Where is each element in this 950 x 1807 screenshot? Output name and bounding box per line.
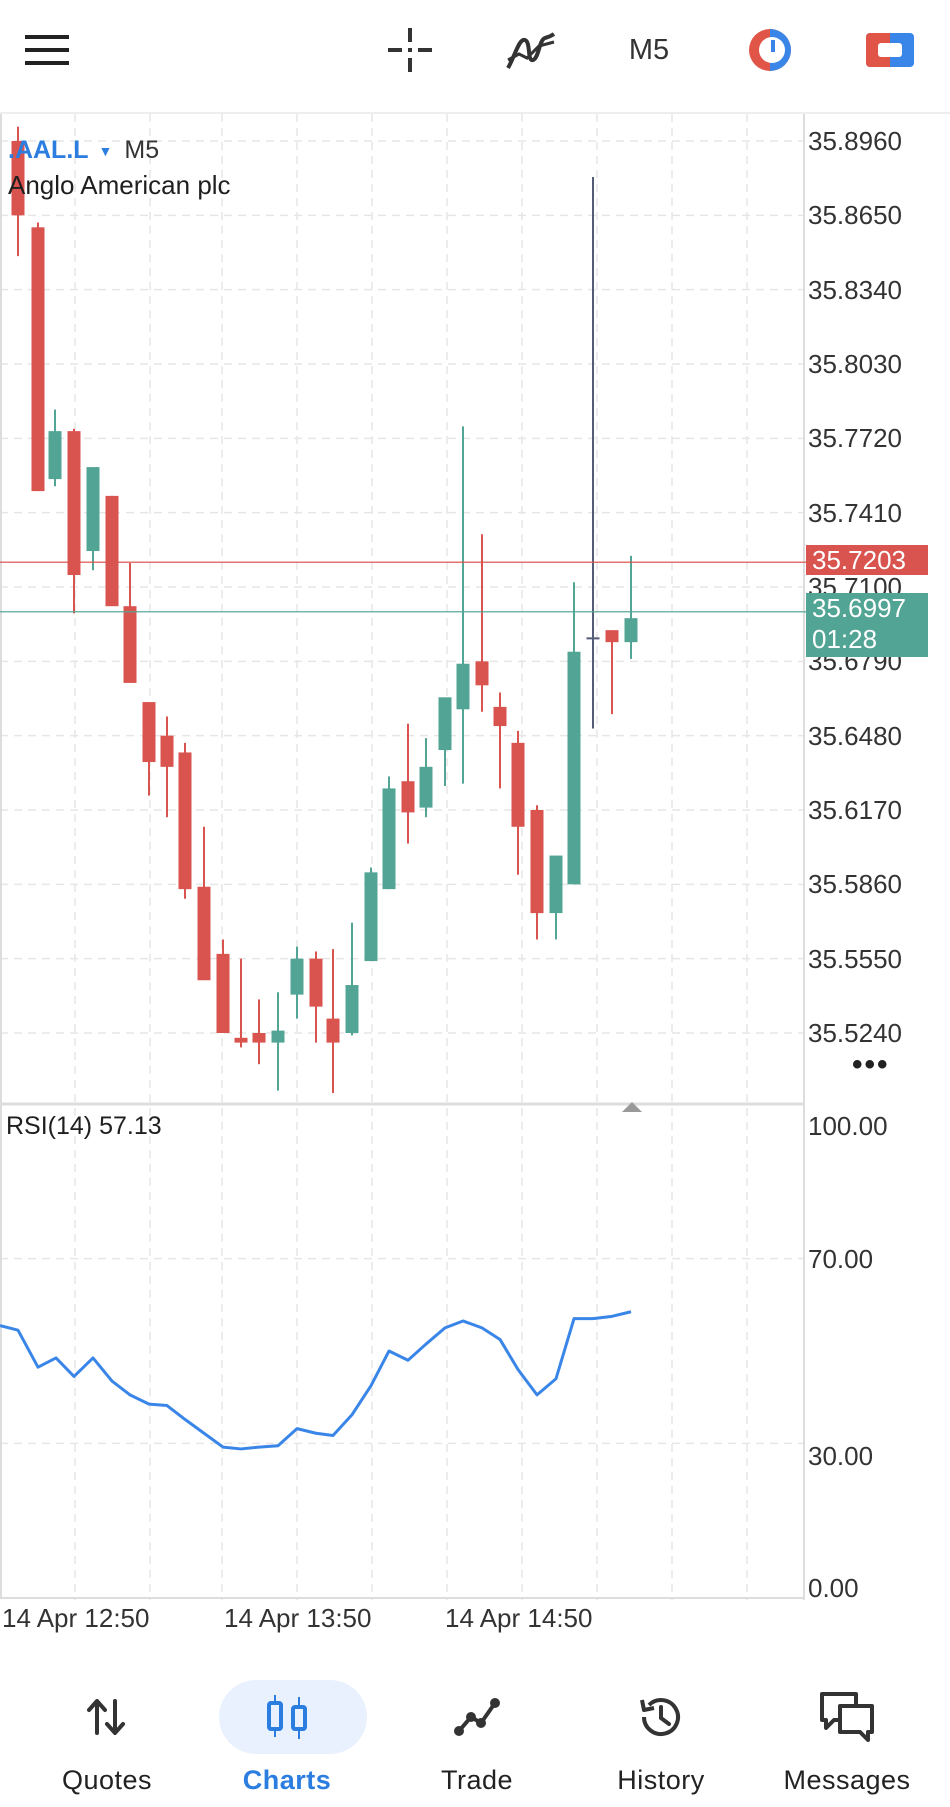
- chart-shift-marker: [622, 1102, 642, 1112]
- symbol-header[interactable]: .AAL.L ▼ M5: [8, 136, 159, 165]
- trade-nav-icon: [447, 1687, 507, 1747]
- price-axis-label: 35.8650: [808, 200, 902, 231]
- new-order-button[interactable]: [860, 18, 920, 82]
- bull-candle: [48, 431, 62, 480]
- bear-candle: [142, 702, 156, 763]
- indicators-icon: [506, 32, 556, 70]
- nav-messages[interactable]: Messages: [752, 1663, 942, 1807]
- nav-trade-label: Trade: [440, 1765, 514, 1795]
- bear-candle: [493, 706, 507, 727]
- price-axis-label: 35.6480: [808, 720, 902, 751]
- rsi-line: [0, 1310, 632, 1451]
- crosshair-button[interactable]: [380, 18, 440, 82]
- bull-candle: [438, 697, 452, 751]
- bear-candle: [67, 431, 81, 576]
- indicators-button[interactable]: [500, 18, 562, 82]
- nav-quotes-label: Quotes: [61, 1765, 153, 1795]
- more-options-icon[interactable]: •••: [852, 1048, 890, 1081]
- time-axis-label: 14 Apr 14:50: [445, 1603, 593, 1633]
- bear-candle: [216, 953, 230, 1033]
- price-axis-label: 35.8340: [808, 274, 902, 305]
- bar-countdown: 01:28: [812, 624, 878, 654]
- timeframe-button[interactable]: M5: [628, 33, 670, 66]
- bear-candle: [123, 606, 137, 683]
- rsi-axis-label: 100.00: [808, 1111, 888, 1141]
- hamburger-icon: [25, 35, 69, 65]
- time-axis-label: 14 Apr 13:50: [224, 1603, 372, 1633]
- rsi-axis-label: 70.00: [808, 1244, 874, 1274]
- bear-candle: [530, 810, 544, 914]
- bull-candle: [290, 958, 304, 995]
- bottom-navigation: Quotes Charts Trade: [0, 1663, 950, 1807]
- bear-candle: [605, 630, 619, 643]
- crosshair-icon: [388, 28, 432, 72]
- price-axis-label: 35.8030: [808, 349, 902, 379]
- menu-button[interactable]: [20, 18, 74, 82]
- company-name: Anglo American plc: [8, 170, 231, 200]
- rsi-axis-label: 30.00: [808, 1441, 874, 1471]
- bull-candle: [567, 651, 581, 885]
- bear-candle: [197, 886, 211, 981]
- price-axis-label: 35.5550: [808, 943, 902, 974]
- rsi-label: RSI(14) 57.13: [6, 1112, 162, 1140]
- bull-candle: [549, 855, 563, 914]
- nav-quotes[interactable]: Quotes: [12, 1663, 202, 1807]
- rsi-axis-label: 0.00: [808, 1573, 859, 1603]
- bear-candle: [326, 1018, 340, 1043]
- bear-candle: [105, 495, 119, 607]
- bull-candle: [271, 1030, 285, 1043]
- symbol-name[interactable]: .AAL.L: [8, 136, 89, 164]
- ask-price-tag: 35.7203: [806, 545, 928, 575]
- bear-candle: [11, 141, 25, 216]
- messages-icon: [817, 1687, 877, 1747]
- bear-candle: [178, 752, 192, 890]
- symbol-dropdown-icon[interactable]: ▼: [98, 142, 113, 159]
- clock-icon: [749, 29, 791, 71]
- charts-icon: [257, 1687, 317, 1747]
- price-axis-label: 35.7410: [808, 497, 902, 528]
- bear-candle: [309, 958, 323, 1007]
- trade-icon: [866, 33, 914, 67]
- time-axis-label: 14 Apr 12:50: [2, 1603, 150, 1633]
- nav-history[interactable]: History: [566, 1663, 756, 1807]
- bull-candle: [345, 985, 359, 1033]
- bear-candle: [475, 661, 489, 686]
- bear-candle: [252, 1033, 266, 1043]
- bull-candle: [586, 637, 600, 640]
- nav-history-label: History: [617, 1765, 705, 1795]
- quotes-icon: [77, 1687, 137, 1747]
- nav-charts[interactable]: Charts: [192, 1663, 382, 1807]
- price-axis-label: 35.5240: [808, 1018, 902, 1048]
- price-chart[interactable]: [0, 114, 950, 1614]
- toolbar-divider: [0, 112, 950, 114]
- bear-candle: [511, 742, 525, 827]
- price-axis-label: 35.5860: [808, 869, 902, 900]
- price-axis-label: 35.8960: [808, 126, 902, 156]
- bear-candle: [160, 735, 174, 767]
- chart-timeframe: M5: [124, 136, 160, 164]
- price-axis-label: 35.6170: [808, 795, 902, 825]
- bull-candle: [456, 663, 470, 710]
- bid-price-tag: 35.6997 01:28: [806, 593, 928, 657]
- price-axis-label: 35.7720: [808, 423, 902, 454]
- bull-candle: [419, 766, 433, 808]
- bear-candle: [401, 781, 415, 813]
- bear-candle: [31, 227, 45, 492]
- nav-charts-label: Charts: [242, 1765, 332, 1795]
- bull-candle: [86, 467, 100, 552]
- nav-messages-label: Messages: [783, 1765, 911, 1795]
- one-click-trading-button[interactable]: [740, 18, 800, 82]
- history-icon: [631, 1687, 691, 1747]
- bull-candle: [364, 872, 378, 962]
- top-toolbar: M5: [0, 0, 950, 112]
- nav-trade[interactable]: Trade: [382, 1663, 572, 1807]
- bid-price: 35.6997: [812, 593, 906, 623]
- bull-candle: [382, 788, 396, 890]
- bear-candle: [234, 1037, 248, 1043]
- bull-candle: [624, 618, 638, 643]
